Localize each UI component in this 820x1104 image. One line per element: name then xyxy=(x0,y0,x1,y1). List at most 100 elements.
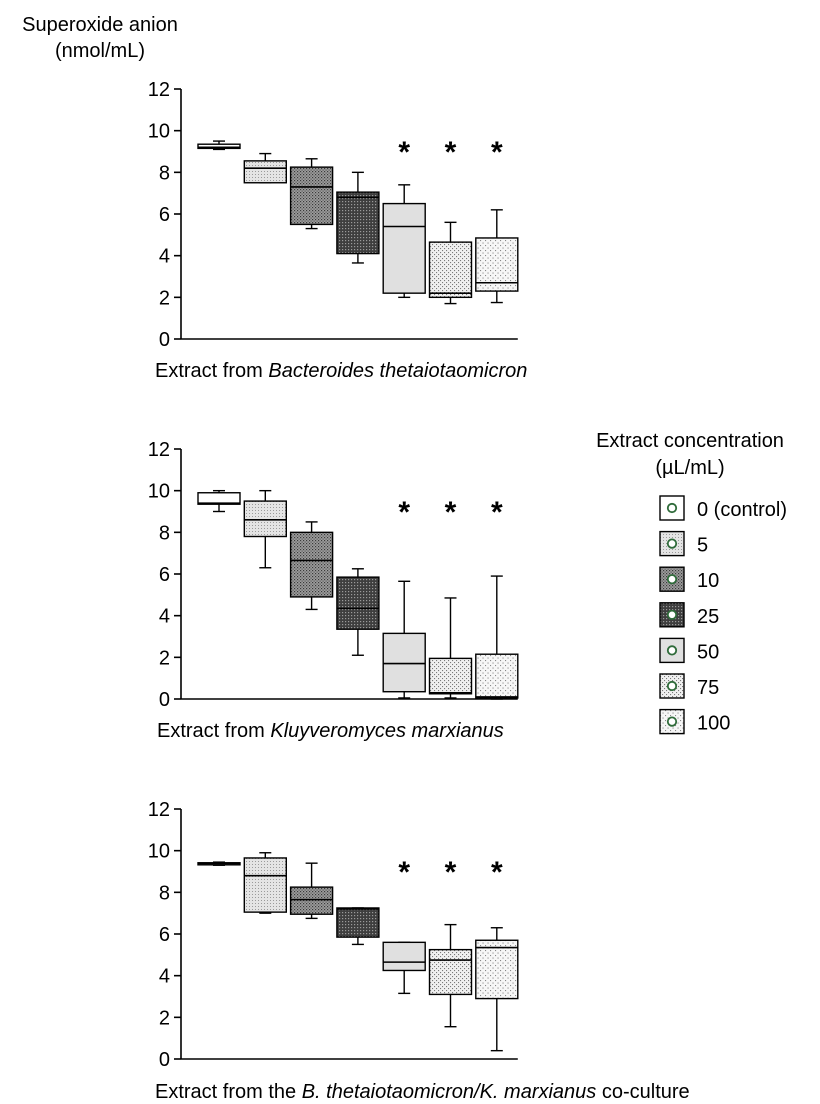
box-iqr xyxy=(428,657,473,695)
legend-swatch-marker xyxy=(666,609,678,620)
legend-swatch-marker xyxy=(666,716,678,727)
box-iqr xyxy=(336,907,380,938)
box-iqr xyxy=(336,191,380,255)
significance-marker: * xyxy=(445,136,457,169)
legend-swatch xyxy=(659,637,685,664)
legend: Extract concentration (µL/mL) 0 (control… xyxy=(596,430,787,735)
box-0-control- xyxy=(197,861,241,866)
significance-marker: * xyxy=(445,856,457,889)
legend-label: 50 xyxy=(697,641,719,663)
box-5 xyxy=(243,152,288,184)
box-iqr xyxy=(243,500,288,538)
y-tick-label: 4 xyxy=(159,966,170,988)
y-tick-label: 0 xyxy=(159,1049,170,1071)
y-tick-label: 4 xyxy=(159,246,170,268)
box-iqr xyxy=(289,886,334,915)
chart-panels: 0 2 4 6 8 10 12 * * * Extract from Bacteroides the… xyxy=(148,79,690,1103)
legend-item: 0 (control) xyxy=(659,495,787,521)
box-10 xyxy=(289,862,334,920)
box-10 xyxy=(289,158,334,230)
box-75: * xyxy=(428,856,473,1028)
box-iqr xyxy=(382,632,426,693)
y-tick-label: 10 xyxy=(148,121,170,143)
box-iqr xyxy=(289,531,334,598)
caption-part: Bacteroides thetaiotaomicron xyxy=(268,360,527,382)
box-25 xyxy=(336,171,380,264)
y-tick-label: 8 xyxy=(159,882,170,904)
box-0-control- xyxy=(197,489,241,513)
legend-swatch-marker xyxy=(666,645,678,656)
legend-item: 5 xyxy=(659,530,708,557)
significance-marker: * xyxy=(491,496,503,529)
legend-item: 10 xyxy=(659,566,719,592)
legend-label: 10 xyxy=(697,570,719,592)
y-tick-label: 2 xyxy=(159,1007,170,1029)
legend-swatch-marker xyxy=(666,502,678,514)
chart-panel-3: 0 2 4 6 8 10 12 * * * Extract from the B. thetaiot… xyxy=(148,799,690,1103)
caption-part: Extract from xyxy=(155,360,268,382)
box-25 xyxy=(336,568,380,656)
box-iqr xyxy=(243,160,288,184)
y-axis-title: Superoxide anion (nmol/mL) xyxy=(22,14,178,62)
legend-title-line-1: Extract concentration xyxy=(596,430,784,452)
legend-swatch-marker xyxy=(666,680,678,692)
legend-item: 25 xyxy=(659,602,719,628)
panel-caption: Extract from the B. thetaiotaomicron/K. … xyxy=(155,1081,690,1103)
box-iqr xyxy=(289,166,334,226)
box-iqr xyxy=(243,857,288,913)
y-tick-label: 2 xyxy=(159,287,170,309)
y-tick-label: 8 xyxy=(159,162,170,184)
y-tick-label: 8 xyxy=(159,522,170,544)
significance-marker: * xyxy=(398,136,410,169)
box-iqr xyxy=(475,939,519,1000)
legend-title-line-2: (µL/mL) xyxy=(655,457,724,479)
caption-part: Extract from xyxy=(157,720,270,742)
y-tick-label: 12 xyxy=(148,439,170,461)
y-tick-label: 2 xyxy=(159,647,170,669)
y-axis-title-line-2: (nmol/mL) xyxy=(55,40,145,62)
legend-label: 75 xyxy=(697,677,719,699)
y-tick-label: 10 xyxy=(148,841,170,863)
legend-label: 100 xyxy=(697,713,730,735)
y-tick-label: 6 xyxy=(159,924,170,946)
y-tick-label: 6 xyxy=(159,564,170,586)
y-tick-label: 4 xyxy=(159,606,170,628)
box-75: * xyxy=(428,136,473,305)
legend-label: 25 xyxy=(697,606,719,628)
y-tick-label: 12 xyxy=(148,79,170,101)
box-100: * xyxy=(475,496,519,700)
y-axis-title-line-1: Superoxide anion xyxy=(22,14,178,36)
panel-caption: Extract from Kluyveromyces marxianus xyxy=(157,720,504,742)
box-75: * xyxy=(428,496,473,699)
box-iqr xyxy=(382,941,426,972)
box-100: * xyxy=(475,856,519,1052)
y-tick-label: 10 xyxy=(148,481,170,503)
box-iqr xyxy=(197,143,241,150)
box-5 xyxy=(243,852,288,914)
significance-marker: * xyxy=(398,496,410,529)
legend-label: 5 xyxy=(697,535,708,557)
caption-part: co-culture xyxy=(596,1081,689,1103)
chart-panel-2: 0 2 4 6 8 10 12 * * * Extract from Kluyveromyces m… xyxy=(148,439,519,742)
box-50: * xyxy=(382,496,426,699)
legend-item: 50 xyxy=(659,637,719,664)
chart-panel-1: 0 2 4 6 8 10 12 * * * Extract from Bacteroides the… xyxy=(148,79,528,382)
y-tick-label: 6 xyxy=(159,204,170,226)
box-0-control- xyxy=(197,140,241,151)
legend-label: 0 (control) xyxy=(697,499,787,521)
significance-marker: * xyxy=(491,856,503,889)
legend-swatch-marker xyxy=(666,538,678,549)
y-tick-label: 0 xyxy=(159,689,170,711)
box-iqr xyxy=(382,202,426,294)
significance-marker: * xyxy=(491,136,503,169)
legend-item: 75 xyxy=(659,673,719,699)
caption-part: B. thetaiotaomicron/K. marxianus xyxy=(302,1081,597,1103)
caption-part: Extract from the xyxy=(155,1081,302,1103)
significance-marker: * xyxy=(398,856,410,889)
box-100: * xyxy=(475,136,519,304)
legend-swatch-marker xyxy=(666,574,678,585)
box-iqr xyxy=(197,492,241,505)
panel-caption: Extract from Bacteroides thetaiotaomicro… xyxy=(155,360,527,382)
caption-part: Kluyveromyces marxianus xyxy=(270,720,503,742)
